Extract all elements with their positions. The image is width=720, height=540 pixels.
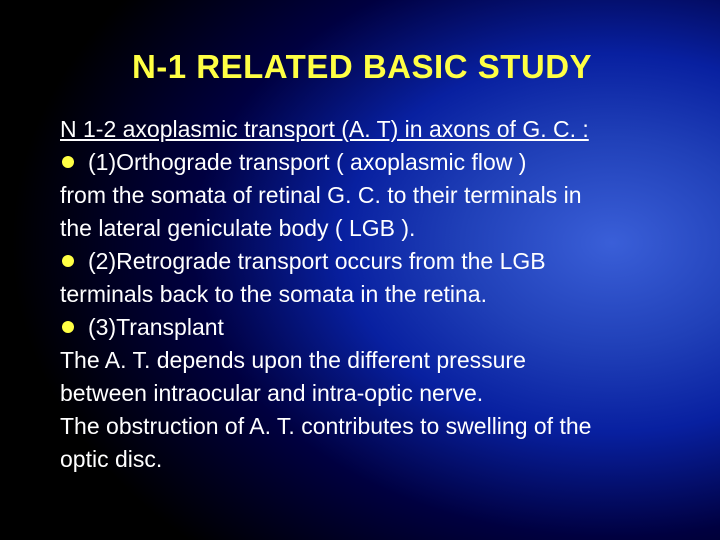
bullet-icon	[62, 156, 74, 168]
bullet-icon	[62, 321, 74, 333]
bullet-3-cont-0: The A. T. depends upon the different pre…	[60, 345, 684, 376]
bullet-icon	[62, 255, 74, 267]
bullet-1-cont-0: from the somata of retinal G. C. to thei…	[60, 180, 684, 211]
bullet-1-cont-1: the lateral geniculate body ( LGB ).	[60, 213, 684, 244]
bullet-3-cont-1: between intraocular and intra-optic nerv…	[60, 378, 684, 409]
bullet-3-cont-3: optic disc.	[60, 444, 684, 475]
bullet-item-3: (3)Transplant	[60, 312, 684, 343]
bullet-3-cont-2: The obstruction of A. T. contributes to …	[60, 411, 684, 442]
slide-root: N-1 RELATED BASIC STUDY N 1-2 axoplasmic…	[0, 0, 720, 540]
bullet-2-cont-0: terminals back to the somata in the reti…	[60, 279, 684, 310]
slide-title: N-1 RELATED BASIC STUDY	[40, 48, 684, 86]
slide-body: N 1-2 axoplasmic transport (A. T) in axo…	[60, 114, 684, 476]
subtitle: N 1-2 axoplasmic transport (A. T) in axo…	[60, 114, 684, 145]
bullet-2-lead: (2)Retrograde transport occurs from the …	[88, 248, 546, 274]
bullet-item-1: (1)Orthograde transport ( axoplasmic flo…	[60, 147, 684, 178]
bullet-3-lead: (3)Transplant	[88, 314, 224, 340]
bullet-item-2: (2)Retrograde transport occurs from the …	[60, 246, 684, 277]
bullet-1-lead: (1)Orthograde transport ( axoplasmic flo…	[88, 149, 526, 175]
